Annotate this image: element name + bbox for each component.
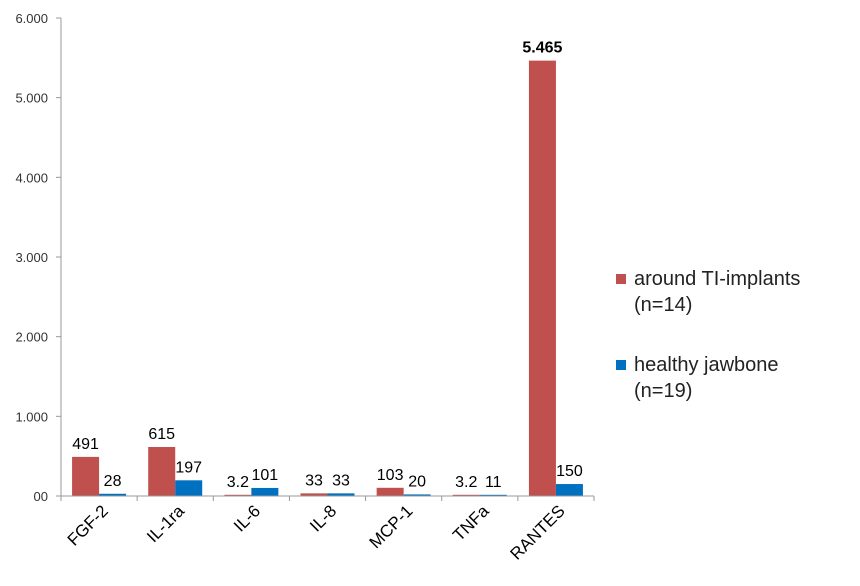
- category-label: IL-6: [230, 501, 264, 535]
- legend-item-healthy-jawbone: healthy jawbone (n=19): [616, 352, 856, 404]
- legend-item-around-implants: around TI-implants (n=14): [616, 266, 856, 318]
- data-label: 103: [377, 467, 404, 484]
- legend-swatch-around-implants: [616, 274, 626, 284]
- data-label: 197: [175, 459, 202, 476]
- data-label: 150: [556, 463, 583, 480]
- bar: [224, 494, 252, 496]
- bar: [99, 493, 127, 496]
- bar: [148, 447, 176, 496]
- bar: [479, 494, 507, 496]
- bar: [376, 487, 404, 496]
- category-label: IL-1ra: [143, 501, 188, 546]
- y-tick-label: 00: [34, 489, 48, 504]
- y-tick-label: 4.000: [15, 170, 48, 185]
- category-label: RANTES: [507, 501, 569, 563]
- bar: [327, 493, 355, 496]
- y-tick-label: 2.000: [15, 330, 48, 345]
- data-label: 11: [485, 474, 502, 491]
- x-axis: FGF-2 IL-1ra IL-6 IL-8 MCP-1 TNFa RANTES: [60, 495, 595, 564]
- data-label: 5.465: [522, 40, 562, 57]
- bar: [555, 484, 583, 496]
- bar: [528, 60, 556, 496]
- category-label: IL-8: [306, 501, 340, 535]
- bar: [251, 487, 279, 496]
- legend-swatch-healthy-jawbone: [616, 360, 626, 370]
- data-label: 33: [305, 472, 323, 489]
- bar: [300, 493, 328, 496]
- y-tick-label: 5.000: [15, 91, 48, 106]
- legend-label-healthy-jawbone: healthy jawbone (n=19): [634, 352, 779, 404]
- legend: around TI-implants (n=14) healthy jawbon…: [616, 266, 856, 438]
- data-label: 3.2: [455, 474, 477, 491]
- legend-line: (n=19): [634, 380, 693, 402]
- data-label: 33: [332, 472, 350, 489]
- data-label: 101: [252, 467, 279, 484]
- y-axis: 00 1.000 2.000 3.000 4.000 5.000 6.000: [15, 11, 62, 504]
- data-label: 3.2: [227, 474, 249, 491]
- legend-line: around TI-implants: [634, 268, 801, 290]
- data-label: 20: [408, 473, 426, 490]
- data-label: 28: [104, 473, 122, 490]
- y-tick-label: 3.000: [15, 250, 48, 265]
- category-label: MCP-1: [366, 501, 417, 552]
- data-label: 615: [148, 426, 175, 443]
- y-tick-label: 6.000: [15, 11, 48, 26]
- legend-line: (n=14): [634, 294, 693, 316]
- legend-label-around-implants: around TI-implants (n=14): [634, 266, 800, 318]
- bars-group: [72, 60, 583, 496]
- bar: [175, 480, 203, 496]
- y-tick-label: 1.000: [15, 409, 48, 424]
- bar: [452, 494, 480, 496]
- legend-line: healthy jawbone: [634, 354, 779, 376]
- data-label: 491: [72, 436, 99, 453]
- category-label: TNFa: [449, 501, 493, 545]
- category-label: FGF-2: [64, 501, 112, 549]
- bar: [403, 494, 431, 496]
- bar: [72, 456, 100, 496]
